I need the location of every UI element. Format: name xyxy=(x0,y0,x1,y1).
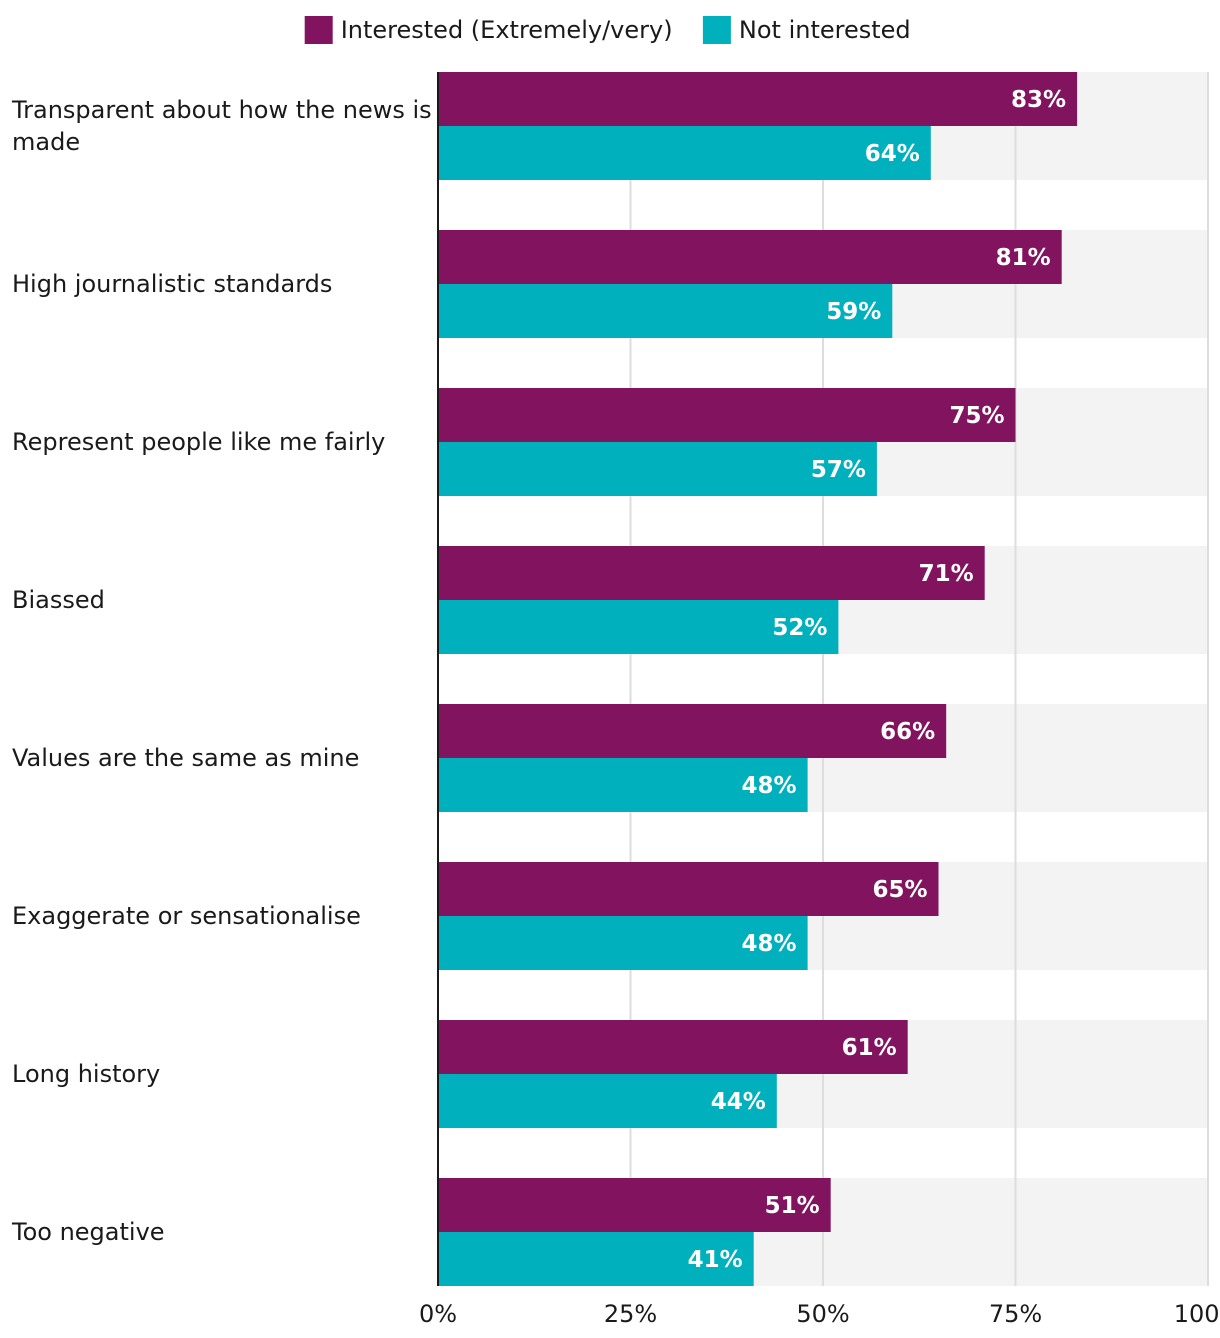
legend-label: Interested (Extremely/very) xyxy=(341,16,673,44)
category-label: Values are the same as mine xyxy=(12,744,359,772)
x-tick-label: 75% xyxy=(989,1300,1042,1328)
bar xyxy=(438,916,808,970)
data-label: 61% xyxy=(842,1035,897,1061)
x-tick-label: 25% xyxy=(604,1300,657,1328)
data-label: 83% xyxy=(1011,87,1066,113)
bar xyxy=(438,1232,754,1286)
category-label: High journalistic standards xyxy=(12,270,332,298)
data-label: 41% xyxy=(688,1247,743,1273)
bar xyxy=(438,1020,908,1074)
bar xyxy=(438,1074,777,1128)
data-label: 65% xyxy=(872,877,927,903)
category-label: Transparent about how the news is made xyxy=(11,96,432,156)
bar xyxy=(438,600,839,654)
data-label: 48% xyxy=(742,773,797,799)
category-label: Too negative xyxy=(11,1218,165,1246)
category-label: Exaggerate or sensationalise xyxy=(12,902,361,930)
bar xyxy=(438,1178,831,1232)
x-tick-label: 0% xyxy=(419,1300,457,1328)
category-label: Represent people like me fairly xyxy=(12,428,385,456)
bar xyxy=(438,72,1078,126)
data-label: 81% xyxy=(996,245,1051,271)
data-label: 75% xyxy=(949,403,1004,429)
data-label: 59% xyxy=(826,299,881,325)
data-label: 64% xyxy=(865,141,920,167)
category-label: Biassed xyxy=(12,586,105,614)
bar xyxy=(438,230,1062,284)
bar xyxy=(438,126,931,180)
bar xyxy=(438,704,947,758)
legend-label: Not interested xyxy=(739,16,911,44)
data-label: 51% xyxy=(765,1193,820,1219)
data-label: 66% xyxy=(880,719,935,745)
category-label: Long history xyxy=(12,1060,160,1088)
bar xyxy=(438,546,985,600)
bar xyxy=(438,284,893,338)
data-label: 48% xyxy=(742,931,797,957)
x-tick-label: 100% xyxy=(1174,1300,1220,1328)
bar xyxy=(438,758,808,812)
data-label: 44% xyxy=(711,1089,766,1115)
bar xyxy=(438,862,939,916)
legend-swatch xyxy=(702,16,731,44)
bar xyxy=(438,442,877,496)
x-tick-label: 50% xyxy=(796,1300,849,1328)
x-tick-labels: 0% 25% 50% 75% 100% xyxy=(419,1300,1220,1328)
category-labels: Transparent about how the news is made Hig… xyxy=(11,96,432,1246)
bars: 83% 64% 81% 59% 75% 57% 71% 52% 66% 48% 65% 48% 61% 4… xyxy=(438,72,1078,1286)
data-label: 71% xyxy=(919,561,974,587)
legend-swatch xyxy=(304,16,333,44)
bar xyxy=(438,388,1016,442)
data-label: 57% xyxy=(811,457,866,483)
legend: Interested (Extremely/very) Not intereste… xyxy=(304,16,911,44)
data-label: 52% xyxy=(772,615,827,641)
